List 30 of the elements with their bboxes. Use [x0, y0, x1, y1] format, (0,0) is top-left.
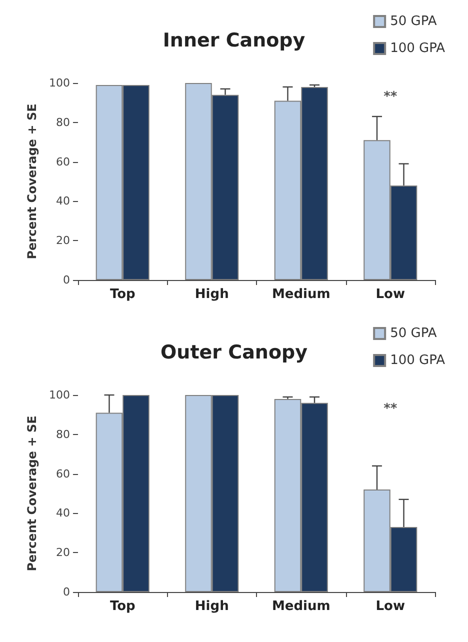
- x-tick-label: Medium: [272, 599, 330, 614]
- chart-title: Inner Canopy: [162, 30, 306, 52]
- y-tick-label: 20: [56, 234, 70, 248]
- chart-title: Outer Canopy: [160, 342, 308, 364]
- x-tick-label: Medium: [272, 287, 330, 302]
- legend-label: 100 GPA: [390, 41, 446, 56]
- annotation: **: [384, 402, 398, 416]
- y-tick-label: 40: [56, 194, 70, 208]
- legend-label: 50 GPA: [390, 14, 437, 29]
- x-tick-label: High: [194, 599, 229, 614]
- x-tick-label: Low: [376, 287, 405, 302]
- x-tick-label: High: [194, 287, 229, 302]
- x-tick-label: Top: [110, 287, 136, 302]
- y-tick-label: 0: [63, 586, 70, 598]
- y-tick-label: 40: [56, 506, 70, 520]
- y-tick-label: 80: [56, 428, 70, 441]
- y-tick-label: 100: [49, 76, 70, 90]
- x-tick-label: Top: [110, 599, 136, 614]
- x-tick-label: Low: [376, 599, 405, 614]
- y-tick-label: 0: [63, 274, 70, 286]
- y-tick-label: 60: [56, 467, 70, 480]
- y-tick-label: 100: [49, 388, 70, 402]
- annotation: **: [384, 90, 398, 104]
- legend-label: 50 GPA: [390, 326, 437, 341]
- legend-label: 100 GPA: [390, 353, 446, 368]
- y-tick-label: 20: [56, 546, 70, 560]
- y-tick-label: 60: [56, 155, 70, 168]
- y-tick-label: 80: [56, 116, 70, 129]
- y-axis-title: Percent Coverage + SE: [25, 416, 39, 572]
- y-axis-title: Percent Coverage + SE: [25, 104, 39, 260]
